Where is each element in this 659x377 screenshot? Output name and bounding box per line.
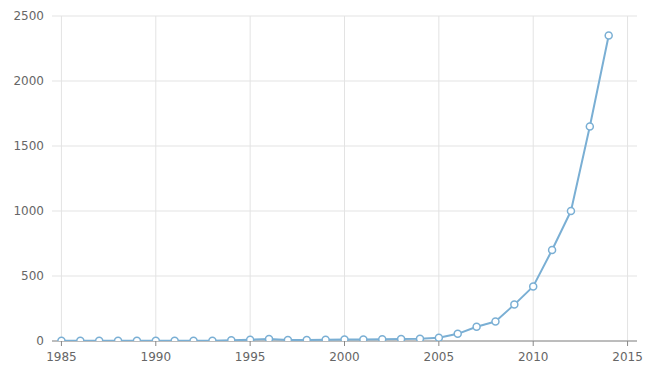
x-tick-mark <box>627 341 628 346</box>
x-grid-line <box>344 16 345 341</box>
point <box>303 336 310 341</box>
point <box>567 208 574 215</box>
point <box>549 247 556 254</box>
x-tick-mark <box>61 341 62 346</box>
point <box>96 337 103 341</box>
point <box>247 336 254 341</box>
point <box>511 301 518 308</box>
chart-container: 0 500 1000 1500 2000 2500 1985 1990 1995 2000 2005… <box>0 0 659 377</box>
point <box>379 336 386 341</box>
y-tick-label: 1500 <box>13 139 44 153</box>
chart: 0 500 1000 1500 2000 2500 1985 1990 1995 2000 2005… <box>0 0 659 377</box>
x-grid-line <box>627 16 628 341</box>
y-tick-label: 2500 <box>13 9 44 23</box>
x-grid-line <box>155 16 156 341</box>
point <box>360 336 367 341</box>
point <box>266 336 273 341</box>
x-tick-label: 1985 <box>46 350 77 364</box>
x-tick-label: 2005 <box>424 350 455 364</box>
point <box>284 336 291 341</box>
x-grid-line <box>533 16 534 341</box>
x-tick-mark <box>438 341 439 346</box>
x-tick-label: 1995 <box>235 350 266 364</box>
point <box>416 335 423 341</box>
x-tick-mark <box>155 341 156 346</box>
point <box>473 323 480 330</box>
y-tick-label: 2000 <box>13 74 44 88</box>
x-grid-line <box>61 16 62 341</box>
point <box>77 337 84 341</box>
plot-area <box>58 32 612 341</box>
x-grid-line <box>250 16 251 341</box>
x-tick-mark <box>533 341 534 346</box>
point <box>341 336 348 341</box>
point <box>454 330 461 337</box>
point <box>58 337 65 341</box>
point <box>190 337 197 341</box>
grid <box>52 16 637 341</box>
point <box>605 32 612 39</box>
point <box>228 337 235 341</box>
y-tick-label: 1000 <box>13 204 44 218</box>
point <box>435 334 442 341</box>
point <box>530 283 537 290</box>
line <box>61 36 608 341</box>
x-tick-label: 1990 <box>141 350 172 364</box>
x-tick-label: 2000 <box>329 350 360 364</box>
point <box>322 336 329 341</box>
point <box>152 337 159 341</box>
point <box>171 337 178 341</box>
point <box>133 337 140 341</box>
point <box>209 337 216 341</box>
x-grid-line <box>438 16 439 341</box>
x-tick-mark <box>344 341 345 346</box>
x-tick-mark <box>250 341 251 346</box>
point <box>492 318 499 325</box>
x-tick-label: 2010 <box>518 350 549 364</box>
y-tick-label: 0 <box>36 334 44 348</box>
point <box>586 123 593 130</box>
y-tick-label: 500 <box>21 269 44 283</box>
point <box>398 336 405 341</box>
x-tick-label: 2015 <box>612 350 643 364</box>
point <box>115 337 122 341</box>
